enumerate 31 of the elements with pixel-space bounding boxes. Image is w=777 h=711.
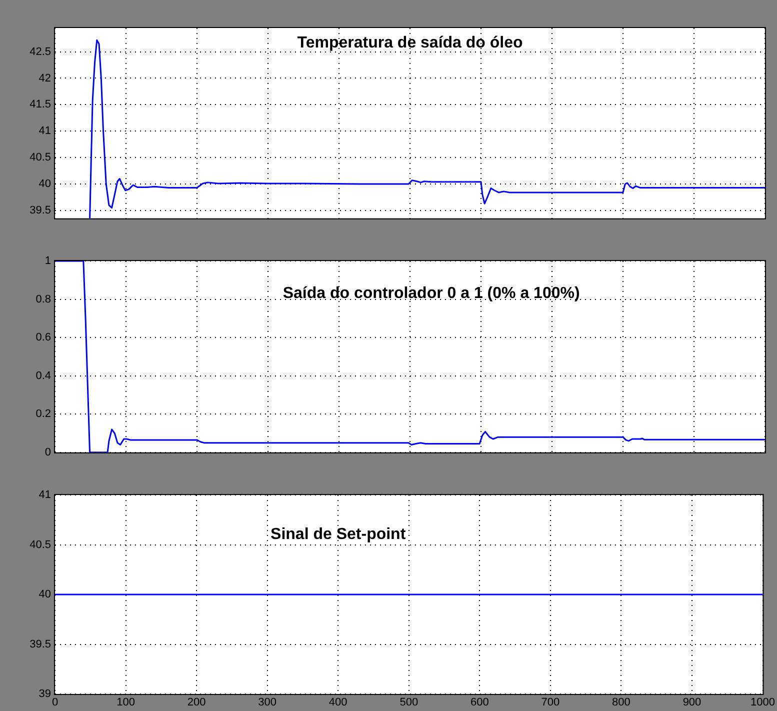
y-tick-label: 40.5: [30, 152, 51, 164]
y-tick-label: 41.5: [30, 98, 51, 111]
y-tick-label: 0.4: [36, 370, 51, 382]
y-tick-label: 39.5: [30, 204, 51, 216]
y-tick-label: 42: [38, 72, 51, 84]
x-tick-label: 800: [612, 696, 630, 709]
x-tick-label: 700: [541, 696, 560, 709]
y-tick-label: 42.5: [30, 46, 51, 58]
y-tick-label: 1: [44, 255, 51, 268]
x-tick-label: 1000: [750, 696, 776, 709]
x-tick-label: 400: [328, 696, 348, 709]
y-tick-label: 39.5: [30, 638, 51, 650]
x-tick-label: 100: [116, 696, 135, 709]
text: Saída do controlador 0 a 1 (0% a 100%): [282, 284, 580, 302]
y-tick-label: 40: [38, 178, 51, 190]
y-tick-label: 40.5: [30, 538, 51, 551]
x-tick-label: 600: [470, 696, 489, 709]
chart-title: Temperatura de saída do óleo: [297, 34, 523, 52]
y-tick-label: 0.2: [36, 408, 51, 420]
x-tick-label: 900: [682, 696, 702, 709]
y-tick-label: 0.6: [36, 332, 51, 344]
text: Sinal de Set-point: [270, 526, 406, 544]
y-tick-label: 41: [38, 125, 51, 138]
y-tick-label: 40: [38, 588, 51, 601]
y-tick-label: 0.8: [36, 293, 51, 306]
y-tick-label: 41: [38, 489, 51, 502]
x-tick-label: 500: [400, 696, 418, 709]
y-tick-label: 0: [44, 446, 51, 458]
x-tick-label: 200: [187, 696, 206, 709]
x-tick-label: 300: [258, 696, 277, 709]
y-tick-label: 39: [38, 688, 51, 700]
